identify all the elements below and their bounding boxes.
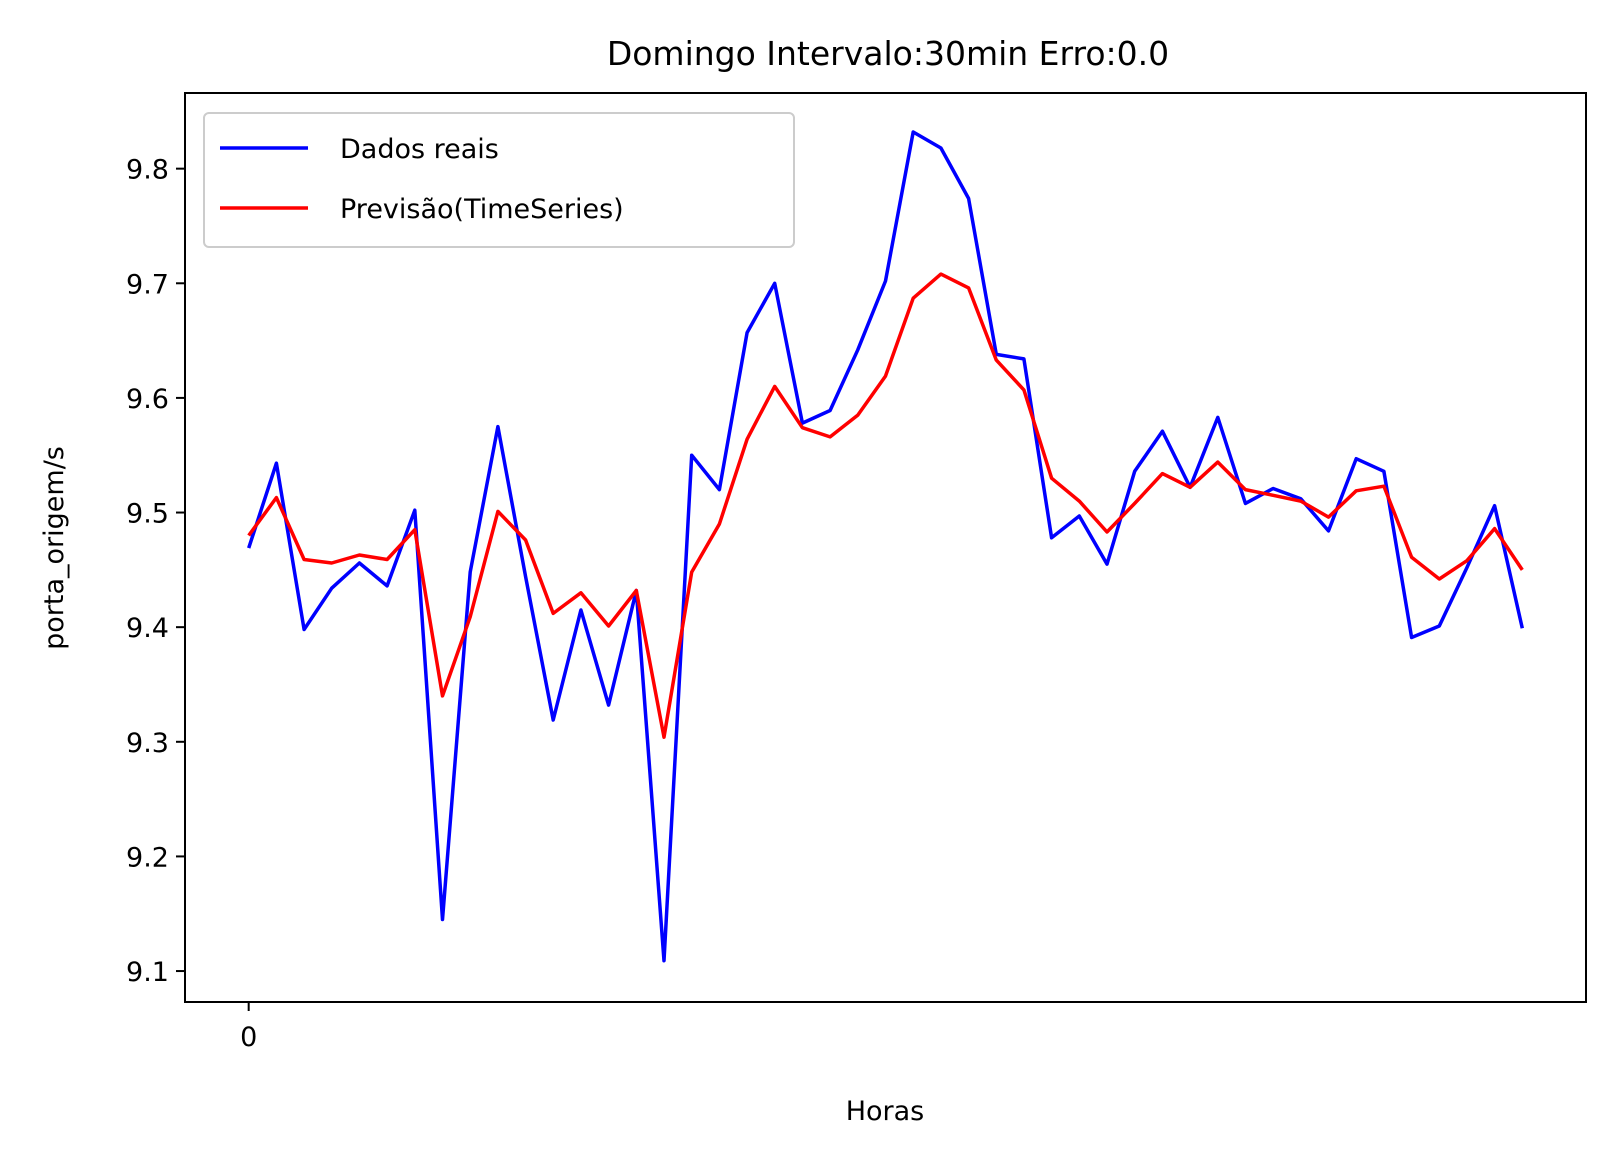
y-tick-label: 9.7 xyxy=(126,269,169,300)
x-tick-label: 0 xyxy=(240,1022,257,1053)
series-line-previsao xyxy=(247,272,1524,739)
x-axis: 0 xyxy=(240,1002,257,1053)
plot-area-frame xyxy=(184,92,1587,1003)
y-tick-label: 9.6 xyxy=(126,384,169,415)
y-axis: 9.1 9.2 9.3 9.4 9.5 9.6 9.7 9.8 xyxy=(126,155,185,988)
y-tick-label: 9.2 xyxy=(126,842,169,873)
y-tick-label: 9.8 xyxy=(126,155,169,186)
series-line-dados-reais xyxy=(247,130,1525,963)
y-tick-label: 9.4 xyxy=(126,613,169,644)
y-axis-label: porta_origem/s xyxy=(39,446,70,650)
legend-label-dados-reais: Dados reais xyxy=(340,134,499,165)
y-tick-label: 9.5 xyxy=(126,499,169,530)
y-tick-label: 9.1 xyxy=(126,957,169,988)
y-tick-label: 9.3 xyxy=(126,728,169,759)
legend-box xyxy=(203,112,795,248)
plot-lines xyxy=(247,130,1525,963)
legend-label-previsao: Previsão(TimeSeries) xyxy=(340,194,624,225)
legend: Dados reais Previsão(TimeSeries) xyxy=(203,112,795,248)
chart-title: Domingo Intervalo:30min Erro:0.0 xyxy=(607,34,1169,73)
x-axis-label: Horas xyxy=(846,1096,925,1127)
